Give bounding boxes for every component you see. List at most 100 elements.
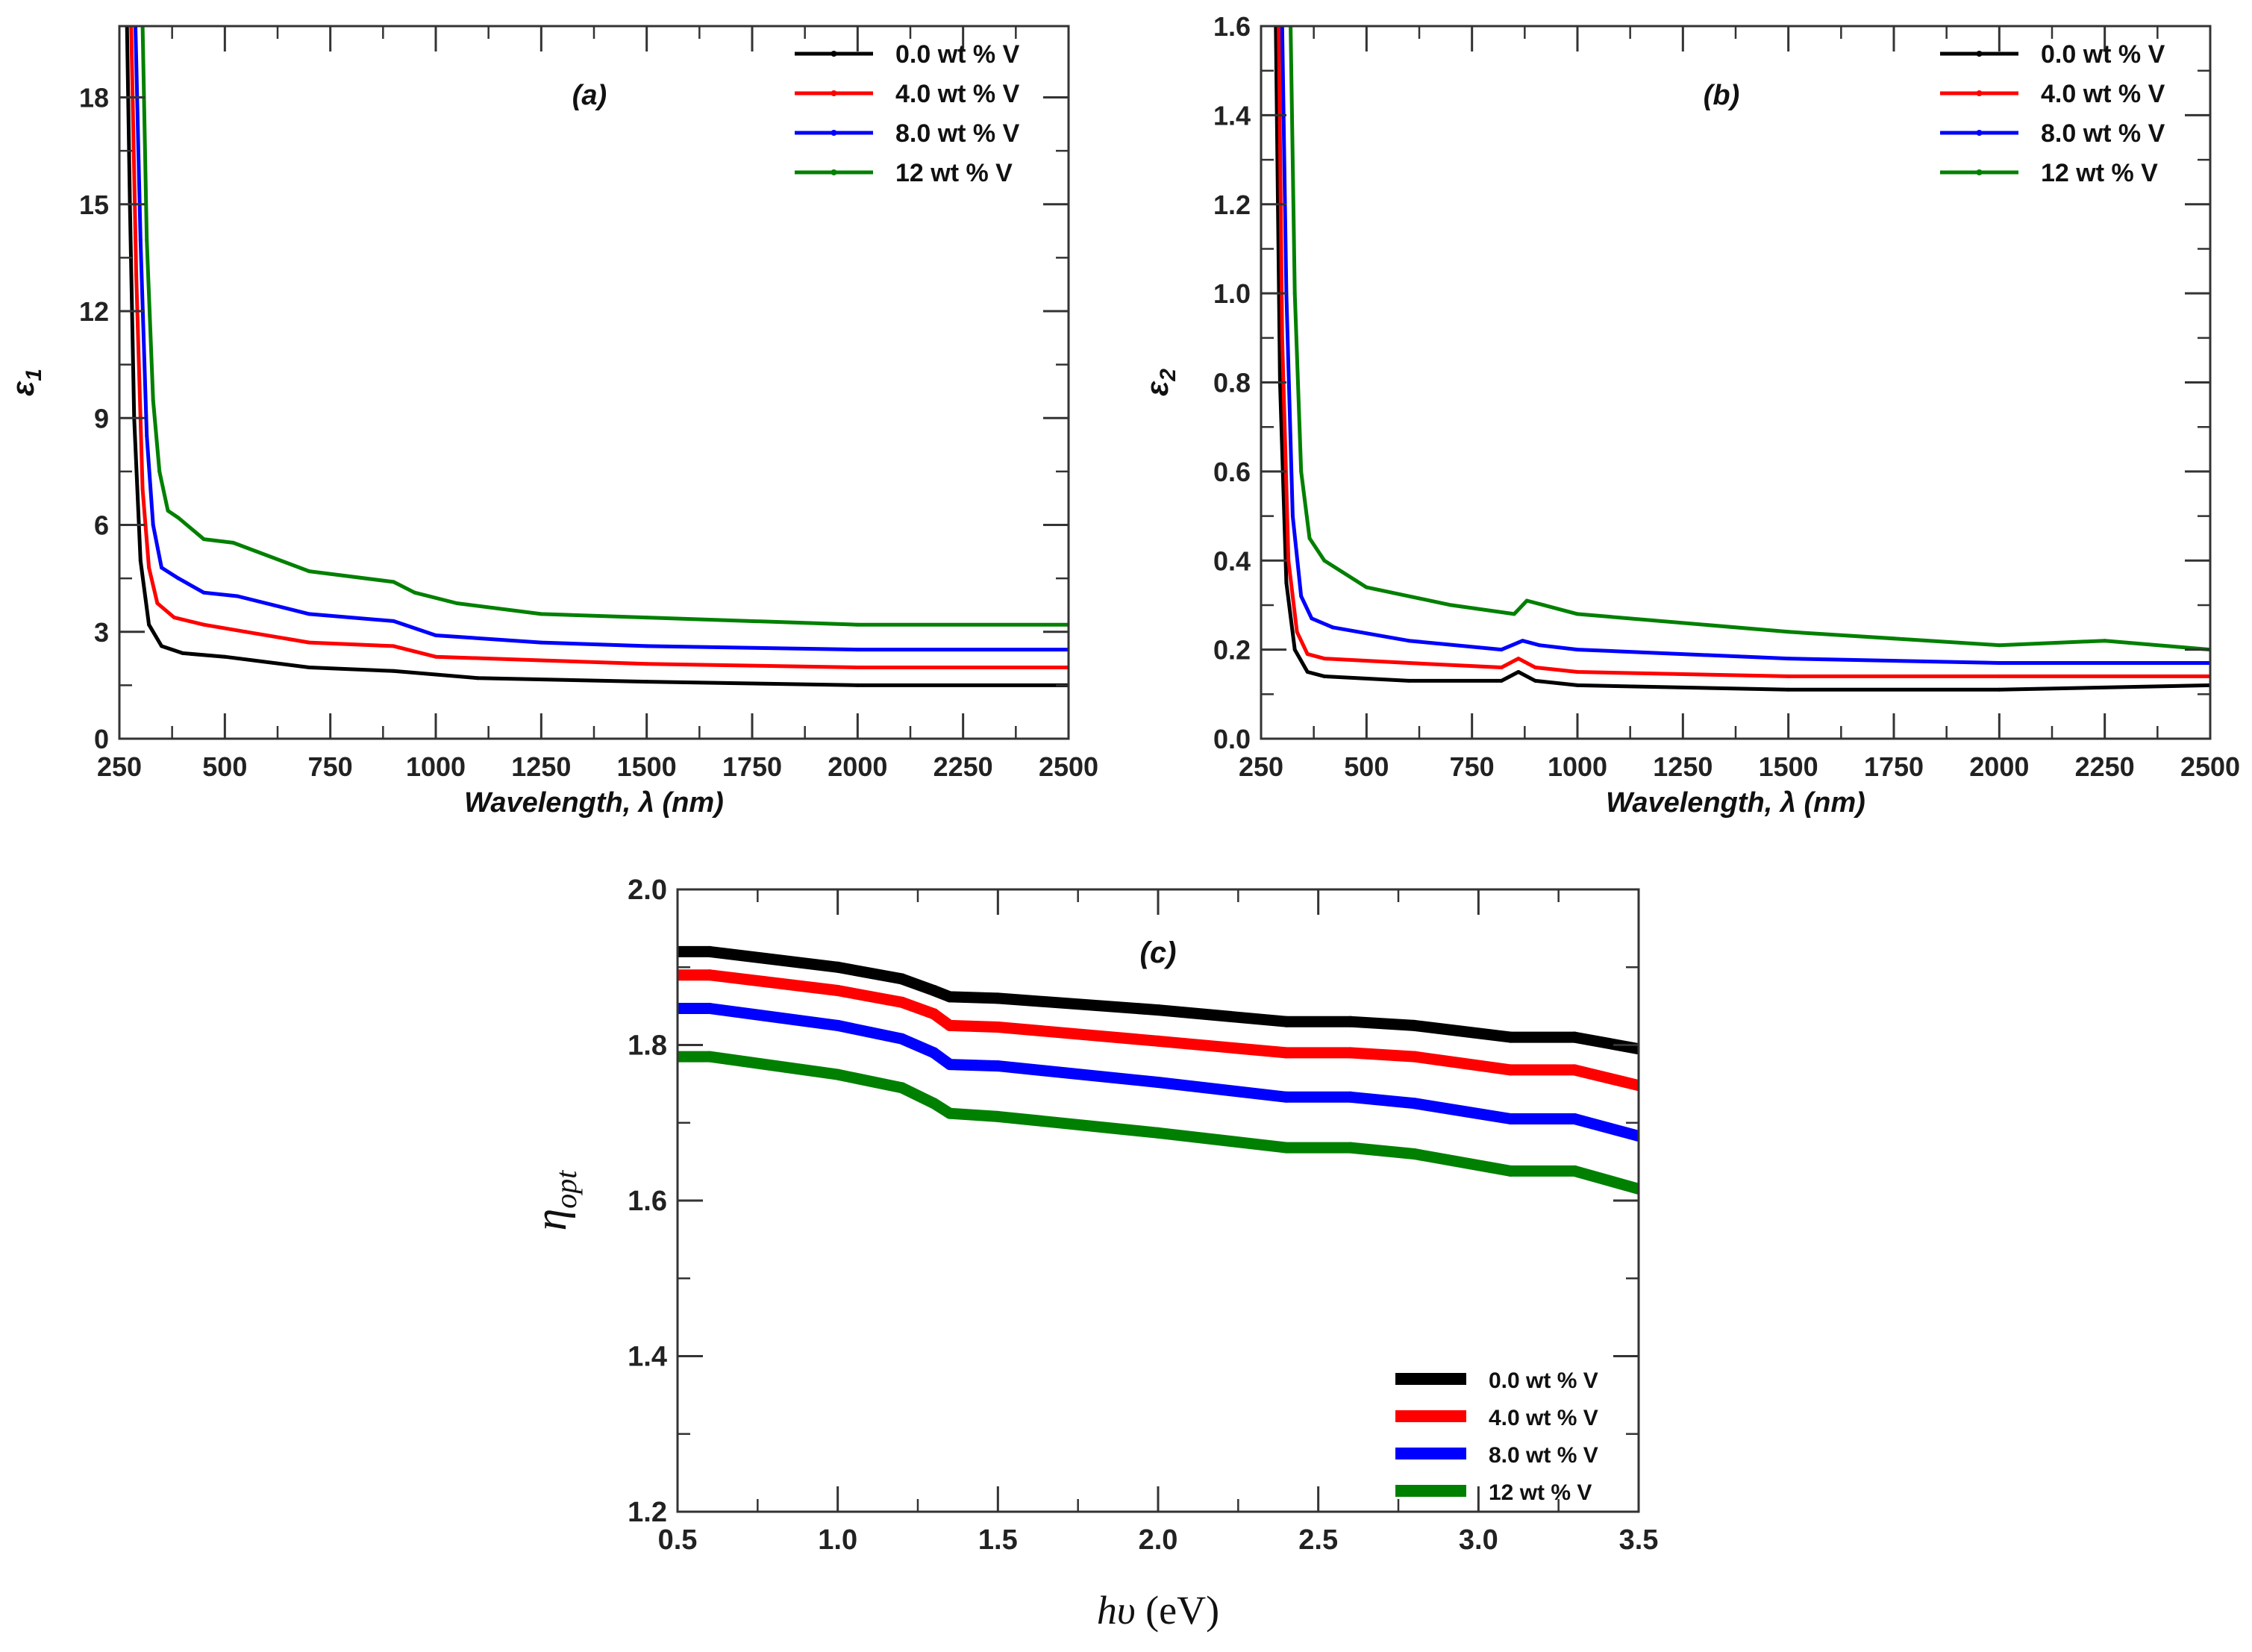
data-point xyxy=(1280,336,1284,340)
legend-label: 12 wt % V xyxy=(895,159,1013,187)
data-point xyxy=(1310,616,1314,621)
data-point xyxy=(1516,657,1521,661)
data-point xyxy=(307,640,311,645)
series-line-a-0 xyxy=(125,26,1069,687)
data-point xyxy=(678,1003,684,1014)
legend-marker xyxy=(831,90,837,96)
data-point xyxy=(1997,643,2001,648)
data-point xyxy=(1305,670,1310,674)
panel-c: 0.5 1.0 1.5 2.0 2.5 3.0 3.5 1.2 1.4 1.6 1.8 2.0 hυ (… xyxy=(526,875,1658,1633)
data-point xyxy=(1290,514,1295,519)
x-tick-label: 1000 xyxy=(406,751,466,782)
data-point xyxy=(1504,1064,1516,1076)
data-point xyxy=(1409,1019,1420,1031)
data-point xyxy=(1504,1113,1516,1124)
data-point xyxy=(392,669,395,673)
data-point xyxy=(832,985,844,996)
data-point xyxy=(307,612,311,616)
y-tick-label: 1.2 xyxy=(628,1497,667,1528)
data-point xyxy=(1533,666,1537,669)
data-point xyxy=(1504,1031,1516,1043)
y-tick-label: 6 xyxy=(94,510,109,541)
data-point xyxy=(138,238,143,242)
data-point xyxy=(151,398,155,402)
data-point xyxy=(1997,661,2001,665)
data-point xyxy=(134,273,139,278)
x-tick-label: 1750 xyxy=(722,751,782,782)
data-point xyxy=(1499,678,1504,683)
data-point xyxy=(1409,1148,1420,1160)
data-point xyxy=(1152,1035,1164,1047)
data-point xyxy=(1516,670,1521,674)
data-point xyxy=(1407,661,1411,665)
series-group xyxy=(125,26,1069,687)
data-point xyxy=(539,612,543,616)
series-line-a-3 xyxy=(140,26,1069,627)
data-point xyxy=(539,640,543,645)
data-point xyxy=(1786,674,1791,678)
data-point xyxy=(1633,1130,1639,1142)
panel-a: 250 500 750 1000 1250 1500 1750 2000 2250 2500 0 3 6… xyxy=(5,25,1098,819)
data-point xyxy=(832,961,844,973)
legend-marker xyxy=(1976,169,1983,175)
data-point xyxy=(1521,639,1524,643)
data-point xyxy=(992,1021,1004,1033)
x-tick-label: 750 xyxy=(1450,751,1495,782)
x-tick-label: 2250 xyxy=(2075,751,2135,782)
y-tick-label: 15 xyxy=(79,190,109,220)
data-point xyxy=(1345,1142,1357,1154)
data-point xyxy=(454,601,459,605)
data-point xyxy=(1280,1016,1292,1027)
x-axis-title: Wavelength, λ (nm) xyxy=(1606,787,1865,819)
data-point xyxy=(704,1003,716,1014)
x-tick-label: 1000 xyxy=(1548,751,1607,782)
data-point xyxy=(1524,598,1529,603)
x-tick-label: 2250 xyxy=(933,751,993,782)
legend-label: 12 wt % V xyxy=(2041,159,2158,187)
data-point xyxy=(1533,678,1537,683)
data-point xyxy=(145,434,149,438)
y-tick-label: 1.2 xyxy=(1213,190,1251,220)
data-point xyxy=(678,1051,684,1063)
data-point xyxy=(1345,1091,1357,1103)
y-tick-label: 1.6 xyxy=(1213,11,1251,42)
y-axis-title: ηopt xyxy=(526,1170,583,1231)
x-tick-label: 1250 xyxy=(511,751,571,782)
y-axis-title: ε1 xyxy=(5,369,46,396)
x-axis-title: hυ (eV) xyxy=(1097,1588,1219,1633)
data-point xyxy=(704,1051,716,1063)
data-point xyxy=(928,1098,939,1110)
series-line-c-1 xyxy=(678,969,1639,1092)
data-point xyxy=(1407,678,1411,683)
y-tick-label: 1.4 xyxy=(1213,100,1251,131)
data-point xyxy=(434,654,438,659)
data-point xyxy=(832,1069,844,1080)
data-point xyxy=(244,630,248,634)
data-point xyxy=(1997,687,2001,692)
panel-label: (c) xyxy=(1140,936,1177,969)
data-point xyxy=(896,996,907,1008)
data-point xyxy=(1499,666,1504,669)
data-point xyxy=(944,1059,956,1071)
data-point xyxy=(1286,558,1291,563)
legend-marker xyxy=(831,51,837,57)
x-tick-label: 2500 xyxy=(1039,751,1098,782)
y-axis-title: ε2 xyxy=(1139,369,1180,396)
data-point xyxy=(1568,1031,1580,1043)
data-point xyxy=(645,644,649,648)
x-tick-label: 2000 xyxy=(828,751,887,782)
legend: 0.0 wt % V 4.0 wt % V 8.0 wt % V 12 wt % V xyxy=(1940,40,2165,187)
data-point xyxy=(539,658,543,663)
data-point xyxy=(1409,1098,1420,1110)
data-point xyxy=(1997,674,2001,678)
data-point xyxy=(1284,581,1289,585)
data-point xyxy=(172,616,176,620)
data-point xyxy=(992,1060,1004,1072)
y-tick-label: 0.6 xyxy=(1213,457,1251,487)
y-tick-label: 12 xyxy=(79,296,109,327)
panel-label: (a) xyxy=(572,80,607,111)
data-point xyxy=(1345,1016,1357,1027)
legend-label: 8.0 wt % V xyxy=(895,119,1020,148)
y-tick-label: 1.4 xyxy=(628,1342,667,1373)
data-point xyxy=(928,1008,939,1020)
